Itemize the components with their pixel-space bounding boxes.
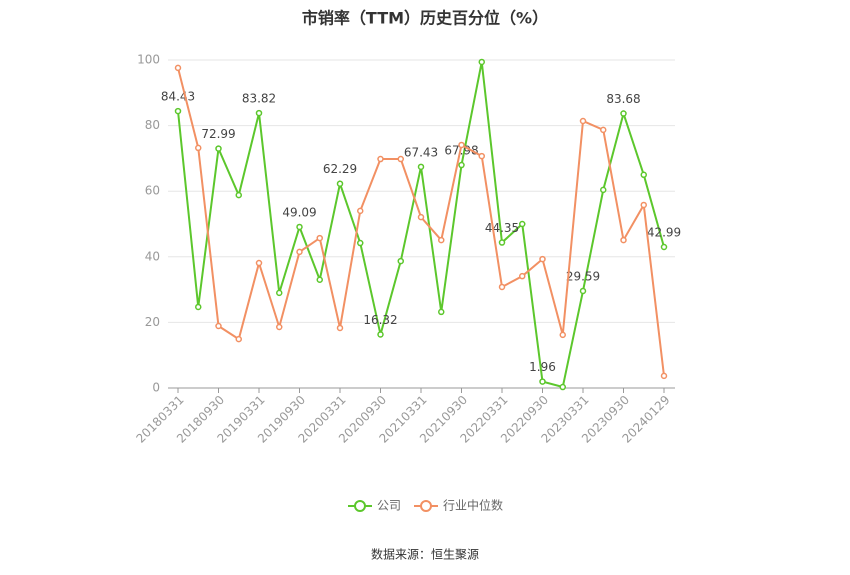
data-point — [336, 324, 344, 332]
data-point — [336, 180, 344, 187]
data-label: 44.35 — [485, 221, 519, 235]
data-point — [600, 186, 607, 194]
data-point — [539, 378, 546, 385]
data-point — [195, 303, 202, 311]
data-point — [559, 383, 566, 391]
data-point — [478, 152, 485, 160]
data-label: 83.82 — [242, 92, 276, 106]
series-line — [177, 61, 665, 389]
data-point — [276, 323, 283, 331]
data-point — [397, 155, 404, 163]
data-point — [174, 64, 182, 72]
y-tick-label: 80 — [145, 118, 160, 132]
data-point — [519, 220, 526, 228]
y-tick-label: 0 — [152, 381, 160, 395]
data-point — [519, 272, 526, 280]
data-point — [357, 207, 364, 215]
data-label: 62.29 — [323, 162, 357, 176]
y-tick-label: 40 — [145, 249, 160, 263]
data-point — [640, 171, 647, 179]
y-tick-label: 100 — [137, 53, 160, 67]
data-point — [438, 236, 445, 244]
data-label: 67.43 — [404, 145, 438, 159]
legend-label: 公司 — [377, 499, 401, 513]
data-point — [579, 287, 587, 295]
data-point — [498, 283, 506, 291]
legend-marker — [420, 500, 432, 512]
data-label: 67.98 — [444, 144, 478, 158]
data-point — [377, 331, 384, 338]
data-point — [660, 243, 668, 251]
chart-title: 市销率（TTM）历史百分位（%） — [302, 9, 548, 28]
y-tick-label: 20 — [145, 315, 160, 329]
data-point — [255, 109, 263, 117]
data-label: 72.99 — [201, 127, 235, 141]
data-label: 83.68 — [606, 92, 640, 106]
data-point — [316, 234, 323, 242]
data-point — [357, 239, 364, 247]
data-point — [559, 331, 566, 339]
legend-label: 行业中位数 — [443, 498, 503, 513]
data-point — [640, 201, 647, 209]
data-point — [620, 110, 627, 117]
data-label: 42.99 — [647, 225, 681, 239]
data-label: 29.59 — [566, 269, 600, 283]
data-point — [316, 276, 323, 284]
data-point — [458, 141, 465, 149]
data-point — [255, 259, 263, 267]
data-point — [660, 372, 668, 380]
data-point — [458, 161, 465, 169]
data-point — [174, 107, 182, 115]
data-label: 16.32 — [363, 313, 397, 327]
series-line — [177, 67, 665, 376]
data-point — [296, 248, 303, 256]
data-point — [215, 322, 222, 330]
data-point — [215, 145, 222, 152]
data-point — [195, 144, 202, 152]
data-label: 1.96 — [529, 360, 556, 374]
data-point — [417, 213, 425, 221]
data-point — [235, 335, 242, 343]
data-point — [498, 239, 506, 246]
source-note: 数据来源：恒生聚源 — [371, 547, 479, 562]
data-point — [235, 191, 242, 199]
data-point — [397, 257, 404, 265]
data-point — [478, 58, 485, 66]
data-point — [539, 255, 546, 263]
data-point — [438, 308, 445, 316]
data-point — [417, 163, 425, 171]
data-point — [377, 155, 384, 163]
data-point — [620, 236, 627, 244]
data-point — [296, 223, 303, 231]
data-label: 84.43 — [161, 90, 195, 104]
legend-marker — [354, 500, 366, 512]
data-point — [600, 126, 607, 134]
data-label: 49.09 — [282, 205, 316, 219]
data-point — [579, 117, 587, 125]
data-point — [276, 289, 283, 297]
y-tick-label: 60 — [145, 184, 160, 198]
